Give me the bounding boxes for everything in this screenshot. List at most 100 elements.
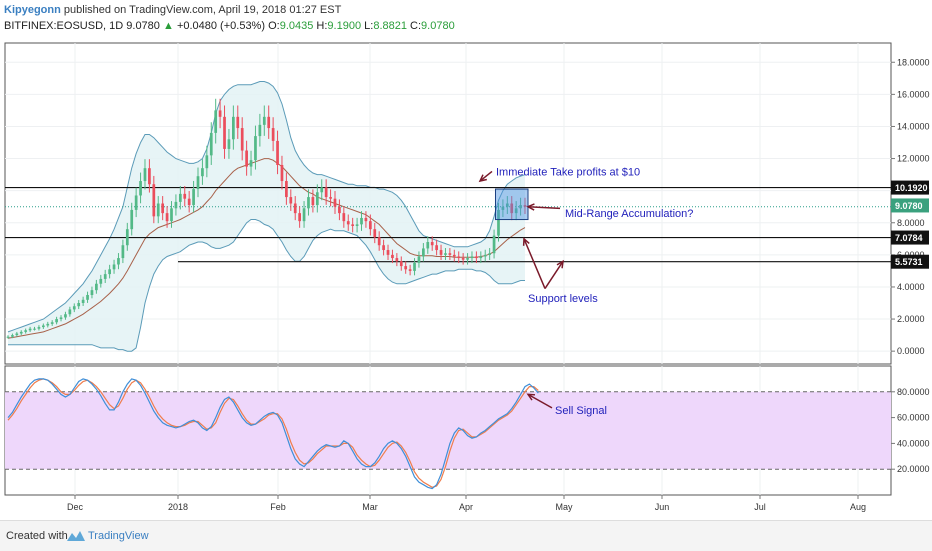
- annotation-arrow: [527, 393, 553, 409]
- x-tick-label: Aug: [850, 502, 866, 512]
- candle: [240, 128, 244, 151]
- candle: [523, 205, 527, 207]
- open-value: 9.0435: [279, 20, 314, 32]
- candle: [249, 160, 253, 167]
- candle: [37, 327, 41, 329]
- annotation-arrow: [527, 205, 561, 210]
- candle: [236, 116, 240, 129]
- candle: [187, 198, 191, 206]
- candle: [501, 206, 505, 210]
- symbol-info: BITFINEX:EOSUSD, 1D 9.0780 ▲ +0.0480 (+0…: [4, 20, 455, 32]
- candle: [165, 213, 169, 222]
- price-tag: [891, 198, 929, 213]
- candle: [417, 256, 421, 263]
- candle: [342, 213, 346, 222]
- candle: [470, 256, 474, 259]
- candle: [320, 187, 324, 193]
- low-label: L:: [364, 20, 374, 32]
- candle: [125, 229, 129, 246]
- x-tick-label: Dec: [67, 502, 84, 512]
- candle: [351, 224, 355, 226]
- candle: [218, 110, 222, 117]
- bollinger-upper-line: [7, 81, 526, 333]
- stoch-k-line: [7, 378, 539, 490]
- y-tick-label: 0.0000: [897, 346, 925, 356]
- candle: [174, 201, 178, 209]
- tradingview-logo-icon[interactable]: [66, 529, 86, 543]
- candle: [245, 150, 248, 167]
- candle: [152, 184, 156, 217]
- candle: [117, 258, 120, 265]
- candle: [444, 253, 447, 255]
- stoch-d-line: [7, 378, 539, 488]
- candle: [289, 197, 293, 204]
- price-tag-label: 10.1920: [895, 183, 928, 193]
- candle: [77, 303, 81, 307]
- candle: [338, 206, 341, 214]
- published-text: published on TradingView.com, April 19, …: [63, 4, 342, 16]
- candle: [466, 258, 469, 260]
- candle: [519, 205, 522, 209]
- candle: [377, 237, 381, 246]
- y-tick-label: 60.0000: [897, 413, 930, 423]
- candle: [143, 168, 147, 182]
- last-price: 9.0780: [126, 20, 160, 32]
- candle: [271, 128, 275, 141]
- candle: [46, 323, 50, 326]
- candle: [81, 299, 85, 304]
- candle: [196, 176, 200, 190]
- candle: [395, 258, 399, 262]
- author-name[interactable]: Kipyegonn: [4, 4, 61, 16]
- low-value: 8.8821: [373, 20, 407, 32]
- candle: [90, 290, 94, 295]
- y-tick-label: 12.0000: [897, 154, 930, 164]
- x-tick-label: Jun: [655, 502, 670, 512]
- candle: [510, 203, 514, 214]
- y-tick-label: 40.0000: [897, 438, 930, 448]
- y-tick-label: 20.0000: [897, 464, 930, 474]
- high-value: 9.1900: [327, 20, 362, 32]
- candle: [19, 331, 23, 334]
- candle: [391, 254, 394, 259]
- candle: [373, 229, 377, 238]
- candle: [130, 209, 134, 230]
- candle: [439, 250, 443, 255]
- candle: [201, 168, 204, 177]
- y-tick-label: 16.0000: [897, 89, 930, 99]
- candle: [479, 256, 483, 259]
- candle: [64, 314, 67, 318]
- candle: [404, 266, 408, 270]
- candle: [15, 333, 19, 336]
- bollinger-lower-line: [8, 219, 525, 352]
- close-value: 9.0780: [421, 20, 455, 32]
- annotation-arrow-head: [526, 393, 536, 401]
- candle: [302, 208, 306, 222]
- candle: [267, 116, 271, 129]
- candle: [483, 254, 487, 257]
- y-tick-label: 18.0000: [897, 57, 930, 67]
- candle: [311, 197, 315, 206]
- candle: [11, 335, 14, 337]
- annotation-arrow: [523, 238, 546, 289]
- x-tick-label: Feb: [270, 502, 286, 512]
- candle: [492, 235, 496, 254]
- y-tick-label: 8.0000: [897, 218, 925, 228]
- candle: [33, 328, 36, 330]
- annotation-arrow: [479, 170, 493, 182]
- candle: [408, 269, 412, 271]
- footer-bar: Created with TradingView: [0, 520, 932, 551]
- candle: [333, 198, 337, 207]
- candle: [134, 195, 138, 210]
- candle: [360, 217, 363, 225]
- candle: [121, 245, 125, 259]
- candle: [24, 330, 28, 332]
- candle: [254, 136, 257, 161]
- x-tick-label: Apr: [459, 502, 473, 512]
- price-chart[interactable]: Immediate Take profits at $10 Mid-Range A…: [0, 0, 932, 520]
- annotation-take-profits: Immediate Take profits at $10: [496, 166, 640, 178]
- annotation-arrow: [544, 260, 564, 289]
- candle: [298, 213, 301, 222]
- candle: [364, 217, 368, 222]
- candle: [413, 262, 416, 271]
- tradingview-brand-link[interactable]: TradingView: [88, 530, 149, 542]
